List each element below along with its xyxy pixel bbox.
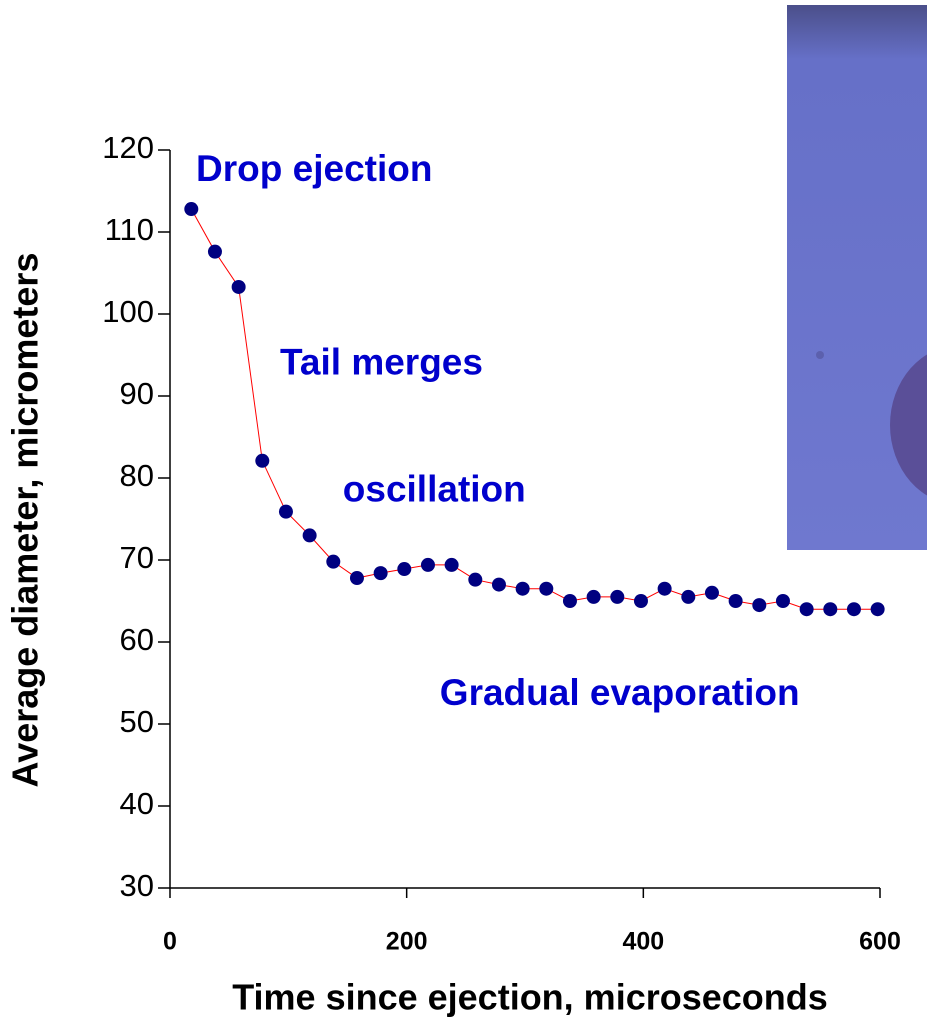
y-tick-label: 60 [120,622,154,657]
data-point [799,602,814,617]
data-point [610,589,625,604]
data-point [397,562,412,577]
series-line [190,208,878,610]
data-point [681,589,696,604]
data-point [231,279,246,294]
annotation: Gradual evaporation [440,672,800,713]
y-tick-label: 70 [120,540,154,575]
data-point [657,581,672,596]
data-point [633,594,648,608]
data-point [823,602,838,617]
data-point [775,594,790,608]
x-axis-title: Time since ejection, microseconds [232,977,828,1018]
data-point [704,585,719,600]
data-point [468,572,483,587]
data-point [373,566,388,581]
x-tick-label: 600 [859,928,901,956]
y-tick-label: 30 [120,868,154,903]
data-point [302,528,317,543]
y-tick-label: 110 [105,212,154,247]
data-point [207,244,222,259]
data-point [491,577,506,592]
y-tick-label: 120 [102,130,154,165]
droplet-photo [787,5,927,550]
y-axis-title: Average diameter, micrometers [5,253,46,788]
data-point [846,602,861,617]
data-point [515,581,530,596]
data-point [870,602,885,617]
data-point [278,504,293,519]
annotation: Tail merges [280,342,483,383]
data-point [728,594,743,608]
y-tick-label: 90 [120,376,154,411]
data-point [326,554,341,569]
y-tick-label: 40 [120,786,154,821]
x-tick-label: 0 [163,928,177,956]
annotation: Drop ejection [196,148,432,189]
annotation: oscillation [343,469,526,510]
data-point [184,202,199,217]
y-tick-label: 50 [120,704,154,739]
x-tick-label: 200 [386,928,428,956]
data-point [420,557,435,572]
data-point [444,557,459,572]
data-point [349,571,364,586]
data-point [539,581,554,596]
x-tick-label: 400 [622,928,664,956]
data-point [562,594,577,608]
data-point [586,589,601,604]
data-point [255,453,270,468]
data-point [752,598,767,613]
y-tick-label: 100 [102,294,154,329]
y-tick-label: 80 [120,458,154,493]
